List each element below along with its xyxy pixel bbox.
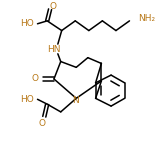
- Text: HO: HO: [20, 95, 34, 104]
- Text: HN: HN: [47, 45, 61, 54]
- Text: O: O: [31, 74, 38, 83]
- Text: O: O: [49, 2, 56, 11]
- Text: N: N: [72, 96, 79, 105]
- Text: NH₂: NH₂: [138, 14, 155, 23]
- Text: HO: HO: [20, 19, 34, 28]
- Text: O: O: [39, 119, 46, 128]
